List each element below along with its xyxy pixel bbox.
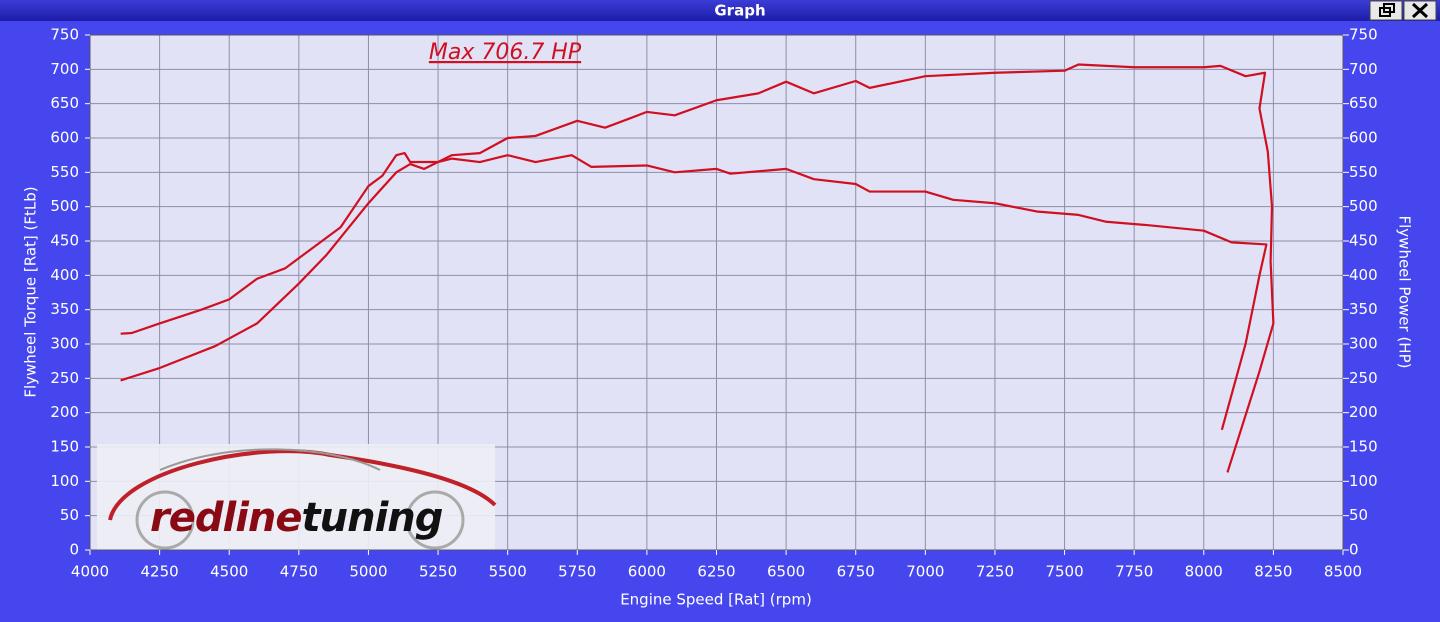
y-tick-label: 100 [50,472,79,490]
y2-tick-label: 200 [1349,403,1378,421]
x-tick-label: 4250 [141,563,179,581]
annotation: Max 706.7 HP [429,40,582,65]
x-tick-label: 5500 [489,563,527,581]
x-tick-label: 6000 [628,563,666,581]
y-tick-label: 0 [69,541,79,559]
logo-part1: redline [150,495,302,541]
y2-tick-label: 500 [1349,197,1378,215]
series-line [120,63,1275,473]
y-tick-label: 550 [50,163,79,181]
y-tick-label: 650 [50,94,79,112]
window-title: Graph [714,2,765,20]
x-tick-label: 8250 [1254,563,1292,581]
y2-tick-label: 400 [1349,266,1378,284]
y-tick-label: 250 [50,369,79,387]
x-tick-label: 4000 [71,563,109,581]
x-tick-label: 7750 [1115,563,1153,581]
y2-axis-title: Flywheel Power (HP) [1396,216,1414,369]
y-tick-label: 150 [50,438,79,456]
y-tick-label: 700 [50,60,79,78]
logo-part2: tuning [302,495,443,541]
y2-tick-label: 650 [1349,94,1378,112]
y2-tick-label: 600 [1349,129,1378,147]
y-tick-label: 500 [50,197,79,215]
x-tick-label: 6250 [697,563,735,581]
y-tick-label: 600 [50,129,79,147]
y2-tick-label: 550 [1349,163,1378,181]
logo: redlinetuning [97,444,497,550]
title-bar [0,0,1440,21]
y-tick-label: 750 [50,26,79,44]
y2-tick-label: 100 [1349,472,1378,490]
y2-tick-label: 700 [1349,60,1378,78]
x-tick-label: 7500 [1045,563,1083,581]
y2-tick-label: 750 [1349,26,1378,44]
x-tick-label: 8000 [1185,563,1223,581]
close-button[interactable] [1403,0,1437,21]
y-tick-label: 200 [50,403,79,421]
y-tick-label: 400 [50,266,79,284]
y2-tick-label: 50 [1349,506,1368,524]
x-tick-label: 7250 [976,563,1014,581]
y-tick-label: 50 [60,506,79,524]
y2-tick-label: 350 [1349,300,1378,318]
y2-tick-label: 450 [1349,232,1378,250]
y2-tick-label: 300 [1349,335,1378,353]
x-tick-label: 6750 [837,563,875,581]
x-tick-label: 4500 [210,563,248,581]
x-tick-label: 5250 [419,563,457,581]
restore-button[interactable] [1369,0,1403,21]
x-tick-label: 7000 [906,563,944,581]
x-tick-label: 6500 [767,563,805,581]
x-tick-label: 5750 [558,563,596,581]
series-line [120,152,1268,431]
y-tick-label: 300 [50,335,79,353]
x-tick-label: 4750 [280,563,318,581]
y-tick-label: 450 [50,232,79,250]
x-tick-label: 5000 [349,563,387,581]
y2-tick-label: 150 [1349,438,1378,456]
svg-text:redlinetuning: redlinetuning [150,495,443,541]
y-axis-title: Flywheel Torque [Rat] (FtLb) [22,186,40,397]
x-axis-title: Engine Speed [Rat] (rpm) [620,591,812,609]
y2-tick-label: 0 [1349,541,1359,559]
x-tick-label: 8500 [1324,563,1362,581]
y2-tick-label: 250 [1349,369,1378,387]
y-tick-label: 350 [50,300,79,318]
